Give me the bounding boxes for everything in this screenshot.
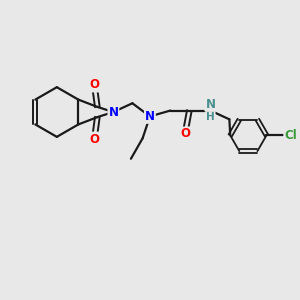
Text: O: O bbox=[89, 79, 99, 92]
Text: N: N bbox=[108, 106, 118, 118]
Text: O: O bbox=[180, 128, 190, 140]
Text: N: N bbox=[145, 110, 155, 123]
Text: O: O bbox=[89, 133, 99, 146]
Text: N: N bbox=[206, 98, 215, 111]
Text: Cl: Cl bbox=[284, 129, 297, 142]
Text: H: H bbox=[206, 112, 215, 122]
